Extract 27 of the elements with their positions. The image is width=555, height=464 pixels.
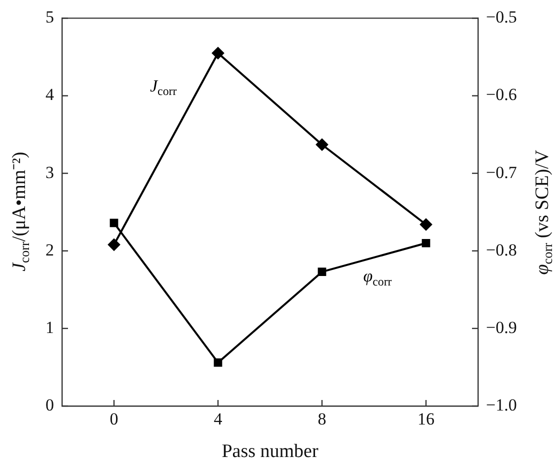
y2-tick-label: −0.5 xyxy=(486,8,517,27)
y-axis-title: Jcorr/(μA•mm⁻²) xyxy=(8,152,32,272)
point xyxy=(110,218,118,228)
y2-tick-label: −1.0 xyxy=(486,395,517,414)
y2-tick-label: −0.6 xyxy=(486,85,517,104)
x-axis-title: Pass number xyxy=(222,440,319,462)
x-tick-label: 4 xyxy=(214,410,223,429)
y2-tick-label: −0.7 xyxy=(486,162,518,182)
y-tick-label: 1 xyxy=(46,318,54,337)
point xyxy=(316,138,328,151)
y-tick-label: 4 xyxy=(46,85,54,104)
y2-tick-label: −0.9 xyxy=(486,318,517,337)
point xyxy=(318,268,326,276)
y2-axis-title: φcorr (vs SCE)/V xyxy=(532,150,555,275)
x-tick-label: 0 xyxy=(110,410,118,429)
point xyxy=(214,358,222,367)
x-tick-label: 16 xyxy=(418,410,434,429)
point xyxy=(108,238,120,251)
y2-tick-label: −0.8 xyxy=(486,240,517,260)
point xyxy=(420,218,432,231)
y-tick-label: 5 xyxy=(46,8,54,27)
point xyxy=(422,238,430,248)
point xyxy=(212,47,224,60)
x-tick-label: 8 xyxy=(318,410,326,429)
y-tick-label: 3 xyxy=(46,162,54,182)
y-tick-label: 2 xyxy=(46,240,54,260)
y-tick-label: 0 xyxy=(46,395,54,414)
